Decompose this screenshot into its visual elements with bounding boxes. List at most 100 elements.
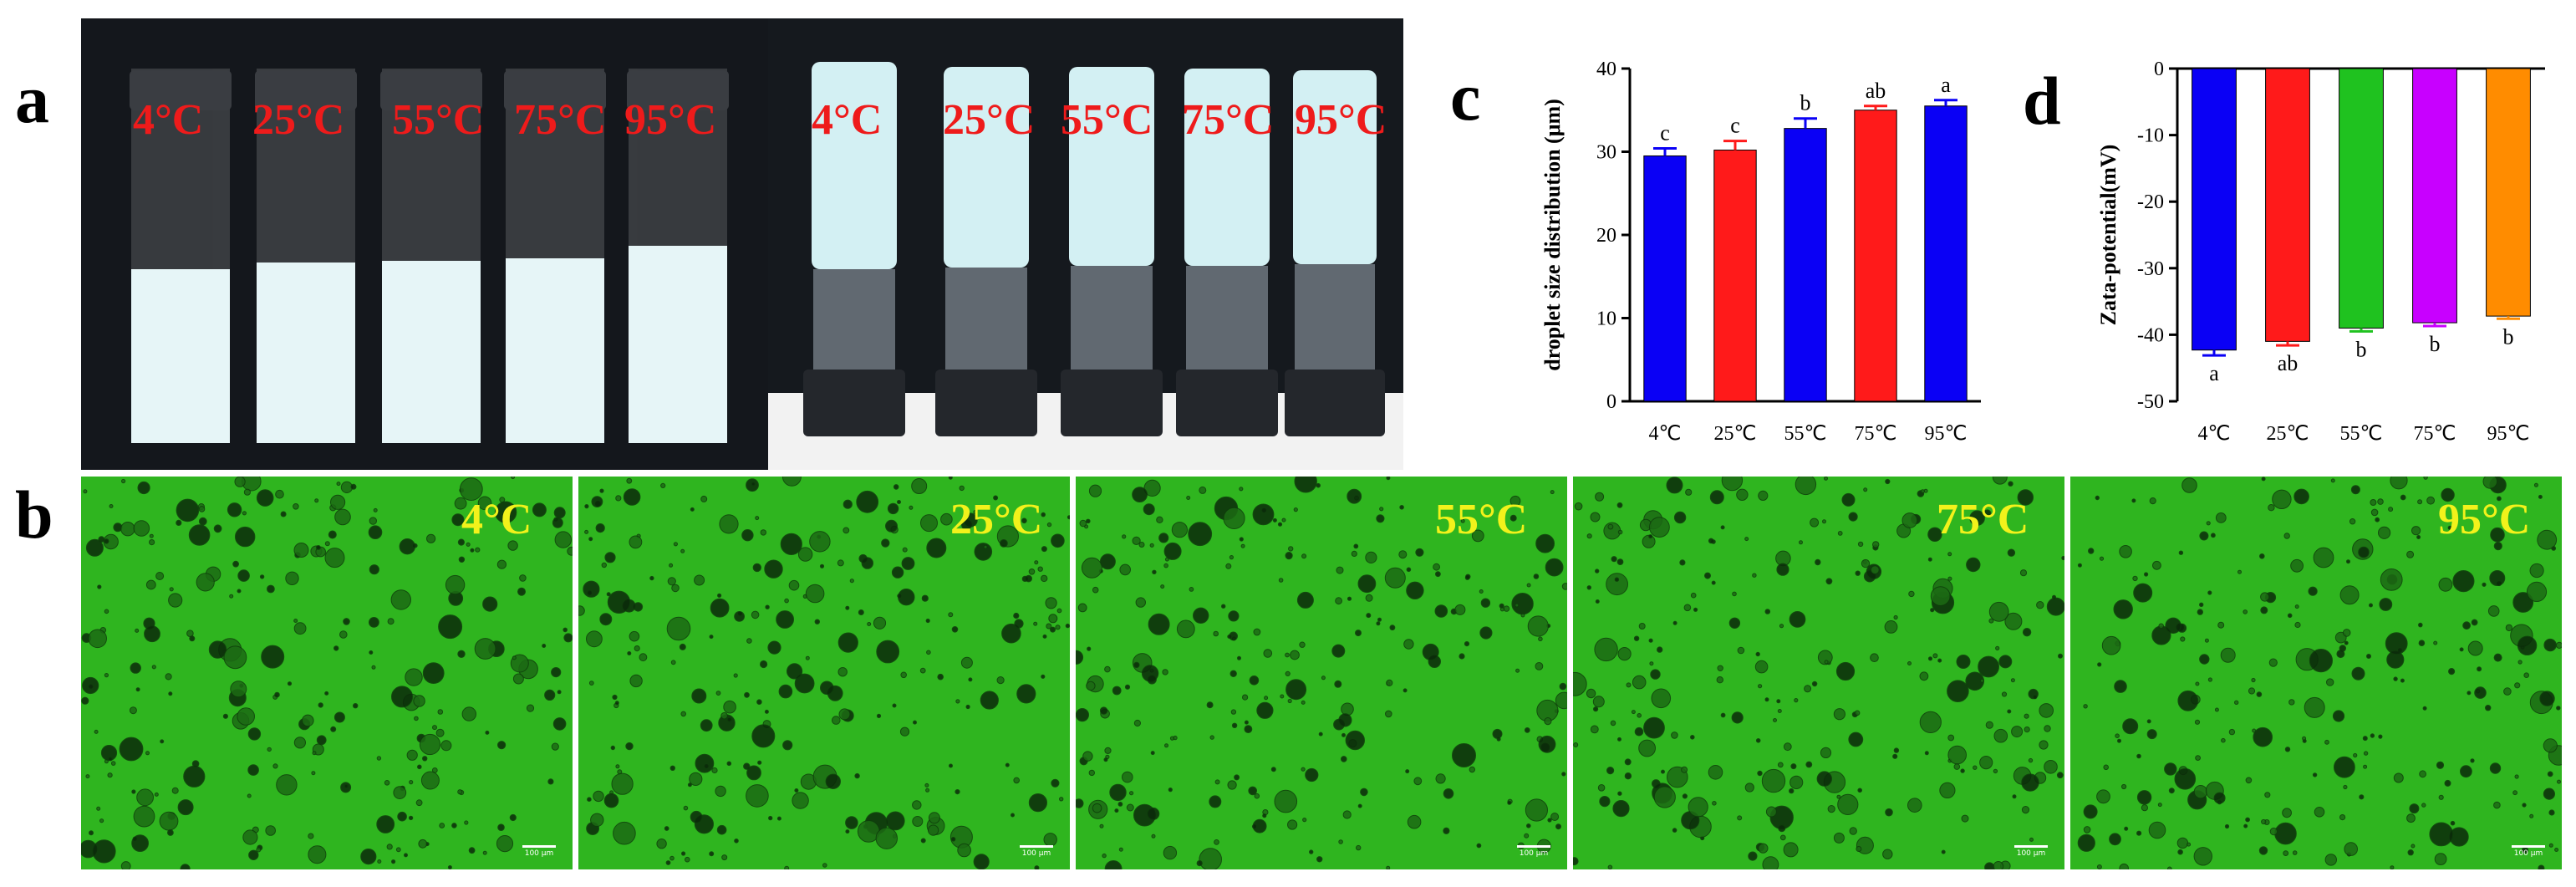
droplet (603, 793, 619, 808)
droplet (822, 863, 827, 868)
droplet (2487, 605, 2500, 617)
droplet (121, 478, 126, 484)
droplet (2503, 687, 2512, 696)
droplet (2344, 640, 2349, 645)
droplet (1712, 801, 1717, 806)
droplet (2533, 482, 2538, 487)
droplet (2178, 550, 2184, 555)
droplet (900, 671, 908, 679)
droplet (1728, 617, 1741, 630)
droplet (369, 650, 374, 655)
droplet (2419, 770, 2427, 778)
category-label: 4℃ (2198, 423, 2231, 445)
droplet (198, 506, 206, 512)
droplet (464, 820, 469, 825)
droplet (2346, 559, 2350, 564)
droplet (1193, 607, 1209, 624)
droplet (1524, 833, 1530, 839)
droplet (2309, 649, 2333, 673)
scale-bar: 100 μm (522, 845, 556, 858)
scale-bar: 100 μm (1517, 845, 1550, 858)
droplet (1309, 849, 1314, 854)
droplet (2512, 790, 2517, 796)
droplet (1244, 720, 1249, 725)
droplet (1995, 645, 2000, 650)
droplet (426, 533, 436, 543)
droplet (1117, 802, 1123, 807)
droplet (1683, 604, 1692, 612)
droplet (1820, 747, 1832, 758)
droplet (2132, 575, 2138, 582)
droplet (167, 829, 174, 836)
droplet (1561, 583, 1567, 590)
droplet (586, 630, 603, 648)
droplet (1758, 684, 1763, 689)
droplet (2433, 640, 2438, 645)
droplet (1156, 516, 1163, 523)
droplet (2512, 592, 2534, 613)
droplet (1947, 552, 1952, 557)
droplet (2215, 512, 2227, 523)
zeta-potential-chart: Zata-potential(mV) 0 -10 -20 -30 -40 -50 a 4℃ ab 2… (2096, 59, 2545, 445)
droplet (1624, 758, 1632, 766)
droplet (2393, 772, 2404, 783)
droplet (438, 614, 463, 640)
droplet (92, 839, 116, 864)
droplet (1000, 539, 1008, 548)
droplet (1805, 761, 1813, 768)
droplet (2269, 827, 2278, 836)
droplet (1885, 478, 1891, 485)
droplet (1550, 490, 1555, 495)
droplet (108, 757, 113, 762)
droplet (497, 823, 505, 832)
droplet (1122, 534, 1127, 539)
droplet (97, 584, 102, 589)
droplet (1979, 756, 1993, 770)
droplet (1559, 682, 1567, 691)
droplet (248, 849, 259, 860)
droplet (1673, 511, 1687, 524)
droplet (2088, 548, 2095, 554)
droplet (293, 737, 306, 749)
droplet (1984, 862, 1995, 869)
droplet (778, 684, 793, 699)
droplet (2252, 728, 2257, 733)
droplet (1147, 807, 1160, 820)
droplet (2243, 609, 2248, 614)
droplet (1086, 518, 1091, 524)
droplet (386, 844, 393, 850)
droplet (625, 742, 634, 751)
droplet (1648, 638, 1653, 643)
droplet (2462, 621, 2472, 630)
droplet (2077, 833, 2095, 852)
droplet (451, 823, 457, 828)
droplet (1433, 563, 1441, 571)
droplet (399, 538, 415, 555)
droplet (2004, 612, 2023, 630)
droplet (1016, 684, 1036, 704)
droplet (746, 784, 769, 808)
droplet (960, 656, 973, 669)
droplet (2261, 477, 2266, 482)
droplet (912, 816, 924, 827)
droplet (1672, 828, 1677, 833)
droplet (1757, 770, 1763, 777)
droplet (695, 753, 715, 773)
droplet (1469, 766, 1475, 773)
droplet (2195, 681, 2200, 686)
droplet (1764, 697, 1769, 702)
droplet (723, 700, 736, 714)
droplet (482, 850, 487, 855)
droplet (1406, 581, 1424, 600)
droplet (1285, 552, 1293, 560)
droplet (1056, 608, 1062, 614)
droplet (1776, 699, 1781, 704)
droplet (928, 812, 940, 824)
droplet (1025, 574, 1033, 583)
droplet (1335, 597, 1343, 605)
droplet (2390, 865, 2395, 869)
droplet (237, 569, 250, 582)
droplet (1331, 644, 1346, 658)
droplet (85, 774, 90, 779)
droplet (2377, 498, 2384, 505)
